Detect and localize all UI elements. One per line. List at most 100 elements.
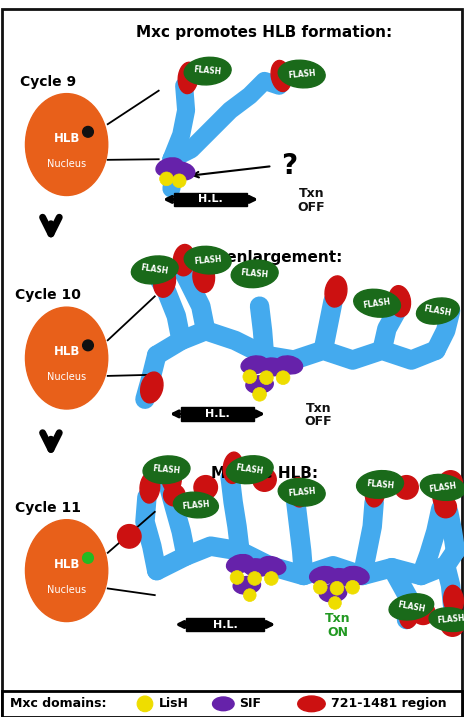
Circle shape	[82, 127, 93, 137]
Text: ON: ON	[328, 626, 348, 639]
Bar	[186, 618, 264, 631]
Ellipse shape	[259, 358, 286, 376]
Circle shape	[173, 174, 186, 188]
Ellipse shape	[246, 376, 273, 393]
Text: Nucleus: Nucleus	[47, 159, 86, 169]
Text: FLASH: FLASH	[240, 268, 269, 279]
Text: FLASH: FLASH	[423, 304, 452, 318]
Circle shape	[137, 696, 153, 712]
Ellipse shape	[193, 261, 215, 292]
Circle shape	[260, 371, 273, 384]
Circle shape	[194, 476, 218, 499]
Ellipse shape	[444, 586, 464, 615]
Circle shape	[328, 597, 341, 610]
Circle shape	[395, 476, 418, 499]
Text: OFF: OFF	[304, 416, 332, 429]
Text: Mxc domains:: Mxc domains:	[10, 697, 106, 710]
Circle shape	[164, 484, 185, 506]
Ellipse shape	[184, 57, 231, 85]
Text: HLB: HLB	[54, 132, 80, 145]
Ellipse shape	[433, 482, 453, 512]
Text: OFF: OFF	[298, 201, 325, 214]
Ellipse shape	[356, 471, 403, 498]
Ellipse shape	[173, 492, 219, 518]
Bar	[181, 407, 254, 421]
Circle shape	[264, 572, 278, 585]
Ellipse shape	[420, 474, 465, 500]
Ellipse shape	[243, 559, 270, 576]
Circle shape	[82, 340, 93, 350]
Ellipse shape	[389, 594, 434, 620]
Text: FLASH: FLASH	[193, 254, 222, 266]
Circle shape	[330, 581, 344, 595]
Ellipse shape	[26, 520, 108, 622]
Ellipse shape	[143, 456, 190, 484]
Circle shape	[276, 371, 290, 384]
Ellipse shape	[231, 260, 278, 287]
Ellipse shape	[241, 356, 268, 374]
Text: Cycle 9: Cycle 9	[19, 75, 76, 89]
Bar	[174, 193, 247, 206]
Circle shape	[253, 387, 266, 401]
Text: Txn: Txn	[325, 612, 351, 625]
Text: FLASH: FLASH	[366, 479, 394, 490]
Ellipse shape	[298, 696, 325, 712]
Ellipse shape	[212, 697, 234, 711]
Circle shape	[160, 172, 173, 185]
Ellipse shape	[227, 456, 273, 484]
Text: H.L.: H.L.	[198, 195, 223, 204]
Ellipse shape	[173, 245, 195, 276]
Text: H.L.: H.L.	[213, 620, 237, 629]
Text: Txn: Txn	[299, 187, 324, 200]
Text: FLASH: FLASH	[363, 297, 392, 310]
Circle shape	[244, 589, 256, 602]
Text: Nucleus: Nucleus	[47, 585, 86, 595]
Ellipse shape	[259, 557, 286, 575]
Ellipse shape	[141, 372, 163, 403]
Ellipse shape	[26, 307, 108, 409]
Text: SIF: SIF	[239, 697, 261, 710]
Ellipse shape	[326, 568, 354, 586]
Text: ?: ?	[281, 152, 297, 180]
Text: Txn: Txn	[306, 402, 331, 415]
Text: LisH: LisH	[159, 697, 189, 710]
Ellipse shape	[271, 61, 291, 91]
Text: HLB: HLB	[54, 558, 80, 571]
Text: HLB: HLB	[54, 345, 80, 358]
Ellipse shape	[400, 597, 419, 628]
Circle shape	[441, 613, 464, 636]
Ellipse shape	[354, 290, 401, 317]
Circle shape	[230, 571, 244, 584]
Circle shape	[313, 581, 327, 594]
Ellipse shape	[325, 276, 347, 307]
Circle shape	[435, 496, 456, 518]
Ellipse shape	[342, 566, 369, 584]
Ellipse shape	[278, 479, 325, 506]
Text: FLASH: FLASH	[436, 614, 465, 626]
Text: Cycle 11: Cycle 11	[15, 501, 81, 515]
Ellipse shape	[131, 256, 178, 284]
Text: FLASH: FLASH	[140, 264, 169, 277]
Text: Cycle 10: Cycle 10	[15, 288, 81, 303]
Ellipse shape	[140, 472, 160, 503]
Ellipse shape	[223, 452, 243, 484]
Ellipse shape	[156, 158, 183, 177]
Text: Nucleus: Nucleus	[47, 372, 86, 382]
Ellipse shape	[275, 356, 302, 374]
Circle shape	[439, 471, 462, 494]
Text: FLASH: FLASH	[287, 487, 316, 498]
Text: FLASH: FLASH	[182, 500, 210, 510]
Ellipse shape	[233, 576, 261, 594]
Ellipse shape	[417, 298, 459, 324]
Circle shape	[243, 370, 256, 384]
Text: HLB enlargement:: HLB enlargement:	[187, 251, 342, 265]
Ellipse shape	[227, 555, 254, 573]
Text: FLASH: FLASH	[397, 600, 426, 614]
Circle shape	[253, 468, 276, 492]
Text: Mature HLB:: Mature HLB:	[211, 466, 318, 481]
Ellipse shape	[154, 266, 175, 298]
Circle shape	[82, 552, 93, 563]
Circle shape	[346, 581, 359, 594]
Ellipse shape	[178, 62, 198, 93]
Ellipse shape	[365, 478, 385, 507]
